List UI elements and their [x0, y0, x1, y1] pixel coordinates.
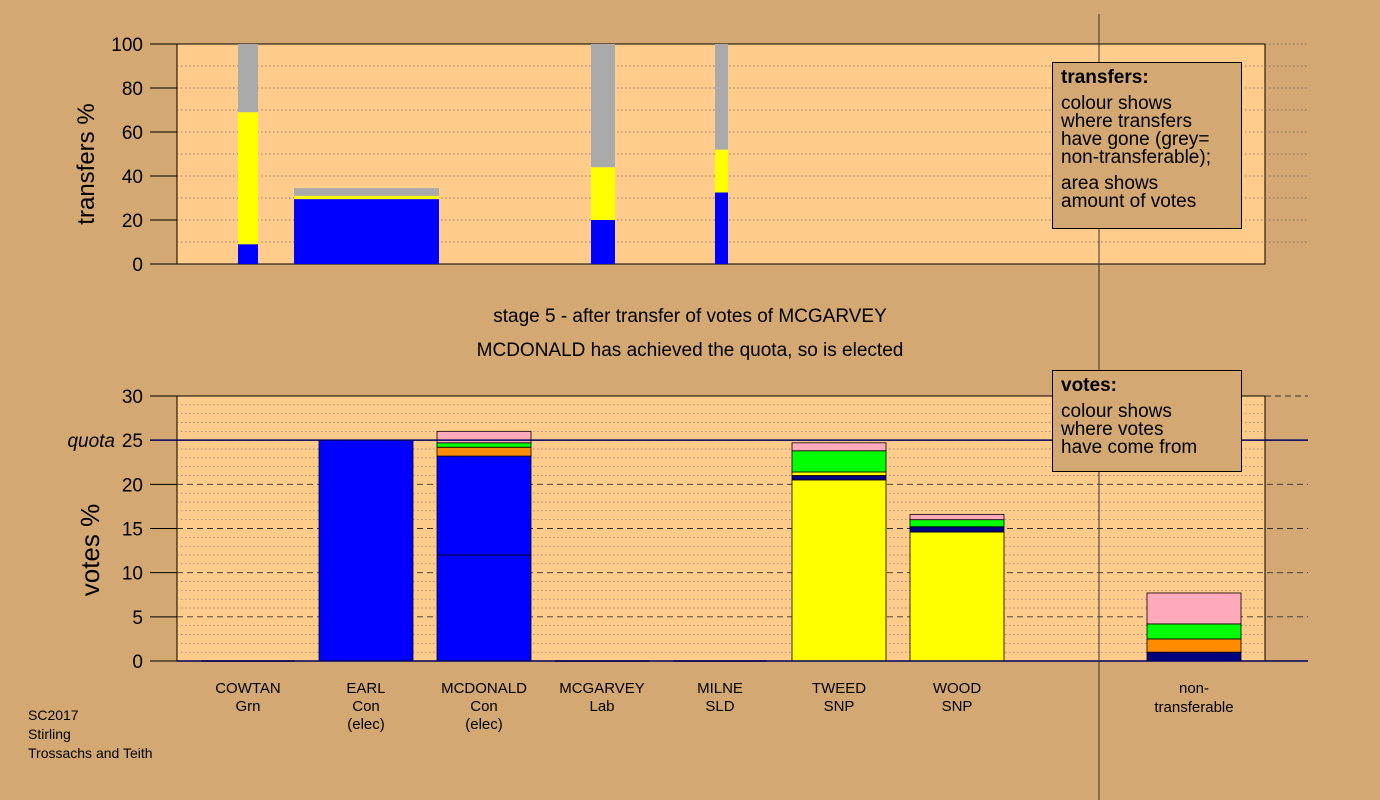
transfers-tick-label: 20	[122, 211, 143, 232]
candidate-name: MILNE	[697, 680, 743, 697]
candidate-party: SNP	[824, 698, 855, 715]
transfers-bar-segment	[591, 220, 615, 264]
votes-tick-label: 5	[132, 608, 143, 629]
transfers-tick-label: 0	[132, 255, 143, 276]
transfers-bar-segment	[715, 149, 728, 193]
transfers-legend-line: amount of votes	[1061, 191, 1197, 212]
votes-legend-line: where votes	[1061, 419, 1164, 440]
candidate-name: TWEED	[812, 680, 866, 697]
nontransferable-bar-segment	[1146, 592, 1242, 625]
footer-line: Stirling	[28, 726, 71, 742]
transfers-legend-line: non-transferable);	[1061, 147, 1211, 168]
votes-bar-segment	[791, 479, 887, 662]
candidate-name: MCGARVEY	[559, 680, 645, 697]
candidate-party: Con	[352, 698, 380, 715]
candidate-party: Con	[470, 698, 498, 715]
transfers-tick-label: 80	[122, 79, 143, 100]
votes-bar-segment	[791, 450, 887, 473]
footer-line: SC2017	[28, 707, 79, 723]
transfers-bars	[238, 44, 728, 264]
stage-subtitle: MCDONALD has achieved the quota, so is e…	[476, 340, 904, 361]
votes-legend-heading: votes:	[1061, 375, 1117, 396]
votes-bar-segment	[909, 513, 1005, 521]
candidate-party: Lab	[589, 698, 614, 715]
transfers-tick-label: 60	[122, 123, 143, 144]
nontransferable-bar-segment	[1146, 651, 1242, 662]
transfers-bar-segment	[715, 44, 728, 150]
votes-legend-line: have come from	[1061, 437, 1198, 458]
transfers-bar-segment	[715, 192, 728, 264]
nontransferable-label: transferable	[1154, 699, 1233, 716]
votes-bars	[201, 430, 1242, 662]
votes-tick-label: 15	[122, 520, 143, 541]
transfers-bar-segment	[294, 188, 439, 196]
nontransferable-bar-segment	[1146, 623, 1242, 640]
quota-label: quota	[67, 431, 115, 452]
votes-bar-segment	[436, 455, 532, 556]
transfers-bar-segment	[294, 195, 439, 200]
transfers-tick-label: 100	[111, 35, 143, 56]
votes-bar-segment	[791, 475, 887, 481]
votes-ylabel: votes %	[75, 504, 105, 597]
votes-bar-segment	[909, 526, 1005, 533]
candidate-name: WOOD	[933, 680, 981, 697]
transfers-legend-line: where transfers	[1061, 111, 1192, 132]
votes-legend: votes: colour shows where votes have com…	[1052, 370, 1242, 472]
votes-tick-label: 20	[122, 475, 143, 496]
candidate-party: SLD	[705, 698, 734, 715]
votes-tick-label: 30	[122, 387, 143, 408]
nontransferable-bar-segment	[1146, 638, 1242, 653]
axis-labels: 0 20 40 60 80 100 transfers % 0 5 10 15 20 30 25 quota…	[67, 35, 1233, 733]
votes-tick-label: 25	[122, 431, 143, 452]
votes-tick-label: 10	[122, 564, 143, 585]
candidate-party: Grn	[235, 698, 260, 715]
candidate-name: EARL	[346, 680, 385, 697]
votes-bar-segment	[791, 442, 887, 452]
candidate-name: COWTAN	[215, 680, 281, 697]
votes-legend-line: colour shows	[1061, 401, 1172, 422]
stage-title: stage 5 - after transfer of votes of MCG…	[493, 306, 887, 327]
transfers-legend-heading: transfers:	[1061, 67, 1149, 88]
votes-tick-label: 0	[132, 652, 143, 673]
transfers-bar-segment	[294, 199, 439, 264]
votes-bar-segment	[436, 446, 532, 457]
candidate-status: (elec)	[465, 716, 503, 733]
votes-bar-segment	[909, 531, 1005, 662]
transfers-ylabel: transfers %	[73, 103, 100, 224]
transfers-tick-label: 40	[122, 167, 143, 188]
candidate-name: MCDONALD	[441, 680, 527, 697]
transfers-legend-line: area shows	[1061, 173, 1159, 194]
transfers-bar-segment	[238, 44, 258, 113]
transfers-legend-line: have gone (grey=	[1061, 129, 1210, 150]
candidate-status: (elec)	[347, 716, 385, 733]
votes-bar-segment	[909, 519, 1005, 528]
votes-bar-segment	[436, 430, 532, 444]
votes-bar-segment	[791, 471, 887, 476]
footer-line: Trossachs and Teith	[28, 745, 153, 761]
candidate-party: SNP	[942, 698, 973, 715]
votes-bar-segment	[318, 439, 414, 662]
transfers-bar-segment	[238, 112, 258, 245]
transfers-bar-segment	[591, 44, 615, 168]
nontransferable-label: non-	[1179, 680, 1209, 697]
transfers-legend: transfers: colour shows where transfers …	[1052, 62, 1242, 229]
transfers-bar-segment	[591, 167, 615, 220]
footer-info: SC2017 Stirling Trossachs and Teith	[28, 706, 153, 763]
transfers-legend-line: colour shows	[1061, 93, 1172, 114]
transfers-bar-segment	[238, 244, 258, 264]
votes-bar-segment	[436, 442, 532, 448]
votes-bar-segment	[436, 554, 532, 662]
